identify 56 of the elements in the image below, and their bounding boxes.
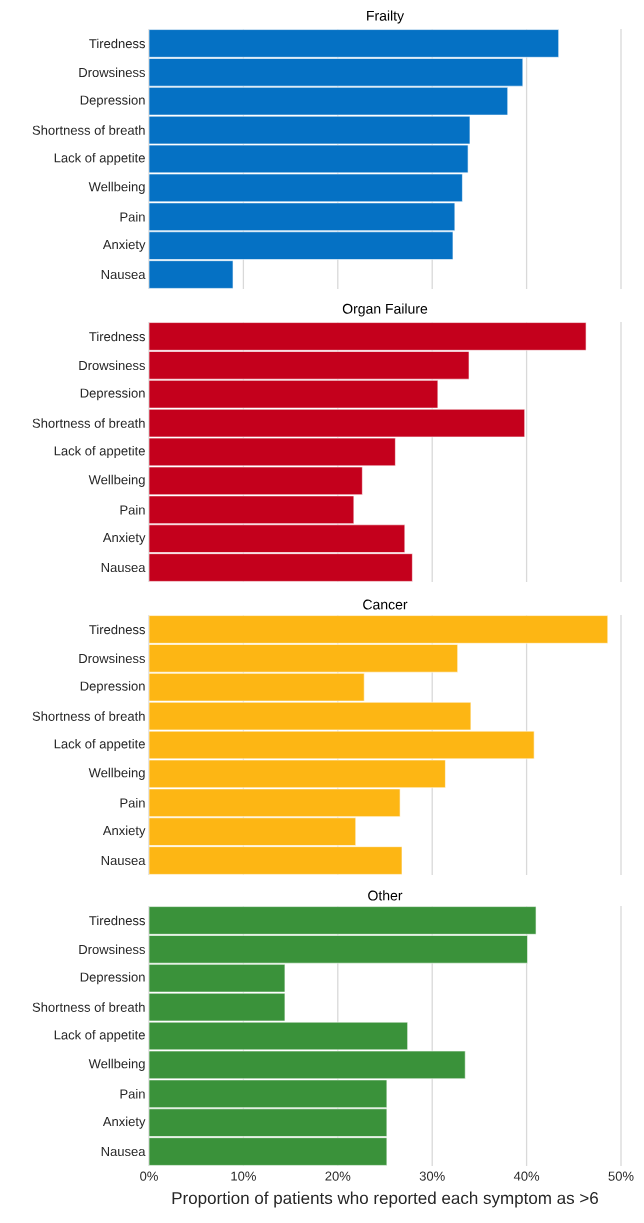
y-tick-label: Pain	[120, 211, 145, 222]
y-tick-label: Shortness of breath	[32, 711, 145, 721]
y-tick-label: Lack of appetite	[54, 1029, 145, 1043]
y-tick-label: Drowsiness	[79, 653, 145, 664]
x-axis-title: Proportion of patients who reported each symptom as >6	[172, 1191, 598, 1208]
x-tick-label: 40%	[513, 1171, 540, 1181]
y-tick-label: Pain	[120, 797, 145, 808]
x-tick-label: 30%	[419, 1171, 445, 1181]
y-tick-label: Wellbeing	[88, 181, 145, 194]
y-tick-label: Depression	[80, 972, 145, 985]
y-tick-label: Lack of appetite	[54, 738, 145, 752]
y-tick-label: Anxiety	[102, 1116, 146, 1129]
y-tick-label: Tiredness	[89, 38, 145, 49]
y-tick-label: Depression	[80, 388, 145, 401]
x-tick-label: 0%	[140, 1171, 158, 1181]
bar	[149, 817, 357, 846]
y-tick-label: Drowsiness	[79, 360, 145, 371]
y-tick-label: Depression	[80, 681, 145, 694]
y-tick-label: Wellbeing	[88, 474, 145, 487]
x-tick-label: 20%	[325, 1171, 351, 1181]
bar	[149, 730, 535, 760]
chart-title: Frailty	[367, 10, 405, 24]
y-tick-label: Pain	[120, 504, 145, 515]
y-tick-label: Shortness of breath	[32, 418, 145, 428]
y-tick-label: Depression	[80, 95, 145, 108]
y-tick-label: Pain	[120, 1089, 145, 1099]
y-tick-label: Nausea	[101, 270, 146, 280]
y-tick-label: Anxiety	[102, 532, 146, 545]
y-tick-label: Drowsiness	[79, 67, 145, 78]
bar	[149, 673, 365, 702]
bar	[149, 701, 472, 731]
y-tick-label: Anxiety	[102, 825, 146, 838]
y-tick-label: Lack of appetite	[54, 445, 145, 459]
y-tick-label: Wellbeing	[88, 1058, 145, 1071]
y-tick-label: Tiredness	[89, 915, 145, 926]
bar	[149, 644, 458, 673]
bar	[149, 846, 403, 875]
y-tick-label: Shortness of breath	[32, 1002, 145, 1012]
y-tick-label: Tiredness	[89, 331, 145, 342]
y-tick-label: Tiredness	[89, 624, 145, 635]
y-tick-label: Nausea	[101, 856, 146, 866]
x-tick-label: 50%	[608, 1171, 634, 1181]
bar	[149, 759, 446, 789]
y-tick-label: Lack of appetite	[54, 152, 145, 166]
bar	[149, 788, 401, 817]
y-tick-label: Wellbeing	[88, 767, 145, 780]
chart-title: Cancer	[363, 599, 408, 610]
bar	[149, 615, 608, 644]
y-tick-label: Drowsiness	[79, 944, 145, 955]
chart-title: Other	[368, 890, 403, 901]
y-tick-label: Shortness of breath	[32, 125, 145, 135]
y-tick-label: Nausea	[101, 1147, 146, 1157]
y-tick-label: Anxiety	[102, 239, 146, 252]
chart-title: Organ Failure	[342, 303, 428, 317]
y-tick-label: Nausea	[101, 563, 146, 573]
x-tick-label: 10%	[231, 1171, 256, 1181]
